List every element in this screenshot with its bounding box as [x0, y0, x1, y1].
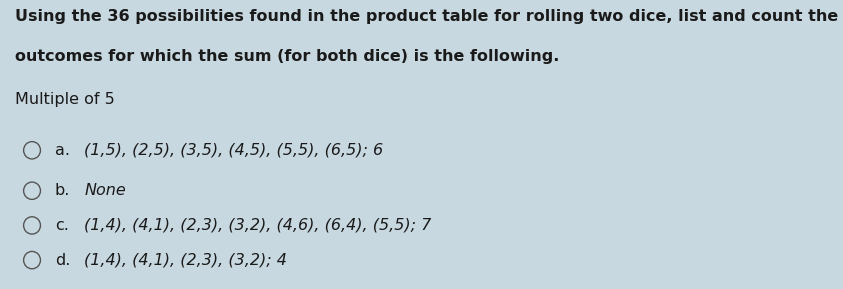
Text: (1,5), (2,5), (3,5), (4,5), (5,5), (6,5); 6: (1,5), (2,5), (3,5), (4,5), (5,5), (6,5)…: [84, 143, 384, 158]
Text: None: None: [84, 183, 126, 198]
Text: b.: b.: [55, 183, 70, 198]
Text: a.: a.: [55, 143, 70, 158]
Text: Multiple of 5: Multiple of 5: [15, 92, 115, 108]
Text: outcomes for which the sum (for both dice) is the following.: outcomes for which the sum (for both dic…: [15, 49, 560, 64]
Text: (1,4), (4,1), (2,3), (3,2), (4,6), (6,4), (5,5); 7: (1,4), (4,1), (2,3), (3,2), (4,6), (6,4)…: [84, 218, 432, 233]
Text: Using the 36 possibilities found in the product table for rolling two dice, list: Using the 36 possibilities found in the …: [15, 9, 839, 24]
Text: d.: d.: [55, 253, 70, 268]
Text: (1,4), (4,1), (2,3), (3,2); 4: (1,4), (4,1), (2,3), (3,2); 4: [84, 253, 287, 268]
Text: c.: c.: [55, 218, 68, 233]
